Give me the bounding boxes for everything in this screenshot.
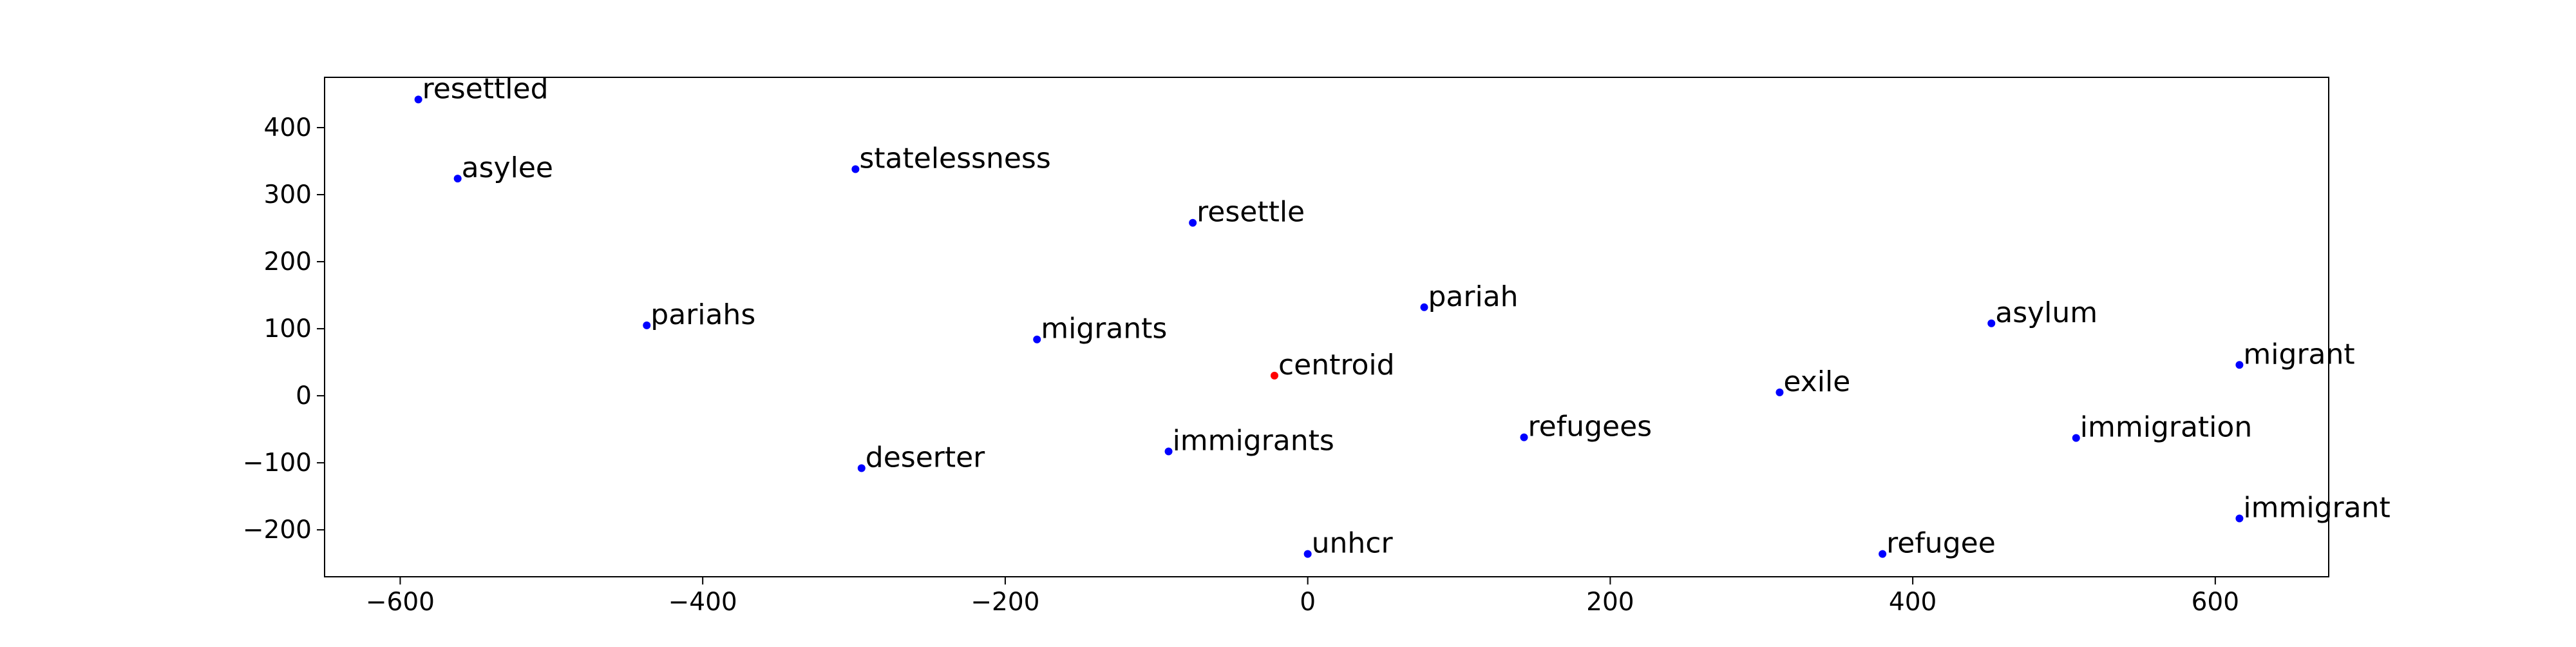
x-tick-label: −200	[971, 588, 1039, 617]
y-tick-label: −200	[243, 516, 312, 545]
data-point	[2235, 514, 2244, 523]
x-axis: −600 −400 −200 0 200 400 600	[366, 577, 2239, 617]
centroid-point	[1270, 371, 1278, 380]
point-label: immigrants	[1173, 424, 1334, 457]
y-axis: −200 −100 0 100 200 300 400	[243, 113, 325, 545]
point-label: resettle	[1197, 196, 1305, 229]
y-tick-label: 300	[264, 180, 312, 209]
data-point	[1879, 550, 1887, 558]
point-label: pariahs	[650, 298, 755, 331]
point-label: immigration	[2080, 411, 2252, 444]
point-label: refugees	[1528, 410, 1653, 443]
y-tick-label: 0	[296, 381, 312, 410]
data-point	[1189, 218, 1197, 227]
centroid-label: centroid	[1278, 349, 1395, 381]
y-tick-label: −100	[243, 449, 312, 478]
y-tick-label: 100	[264, 314, 312, 343]
point-label: migrant	[2243, 338, 2354, 371]
x-tick-label: 600	[2192, 588, 2239, 617]
point-label: refugee	[1886, 527, 1996, 560]
point-label: statelessness	[859, 142, 1050, 175]
y-tick-label: 400	[264, 113, 312, 142]
point-label: asylum	[1995, 296, 2098, 329]
point-label: deserter	[866, 441, 985, 474]
data-point	[1164, 447, 1173, 456]
x-tick-label: −600	[366, 588, 435, 617]
point-label: immigrant	[2243, 491, 2390, 524]
point-label: unhcr	[1312, 527, 1394, 560]
data-point	[1520, 433, 1528, 441]
y-tick-label: 200	[264, 247, 312, 276]
point-label: resettled	[422, 72, 549, 105]
data-point	[851, 165, 860, 173]
point-label: exile	[1783, 365, 1850, 398]
point-label: asylee	[462, 151, 553, 184]
data-point	[1776, 388, 1784, 396]
data-points: resettled asylee statelessness resettle pari…	[414, 72, 2391, 560]
data-point	[2072, 434, 2080, 442]
point-label: pariah	[1428, 280, 1518, 313]
data-point	[414, 95, 422, 104]
data-point	[1420, 303, 1428, 311]
x-tick-label: −400	[668, 588, 737, 617]
data-point	[1987, 319, 1996, 327]
data-point	[857, 464, 866, 472]
data-point	[1303, 550, 1312, 558]
data-point	[453, 175, 462, 183]
plot-area	[324, 77, 2329, 577]
data-point	[643, 321, 651, 329]
x-tick-label: 0	[1300, 588, 1316, 617]
x-tick-label: 400	[1889, 588, 1937, 617]
data-point	[2235, 361, 2244, 369]
data-point	[1033, 335, 1041, 343]
x-tick-label: 200	[1586, 588, 1634, 617]
point-label: migrants	[1041, 313, 1167, 345]
